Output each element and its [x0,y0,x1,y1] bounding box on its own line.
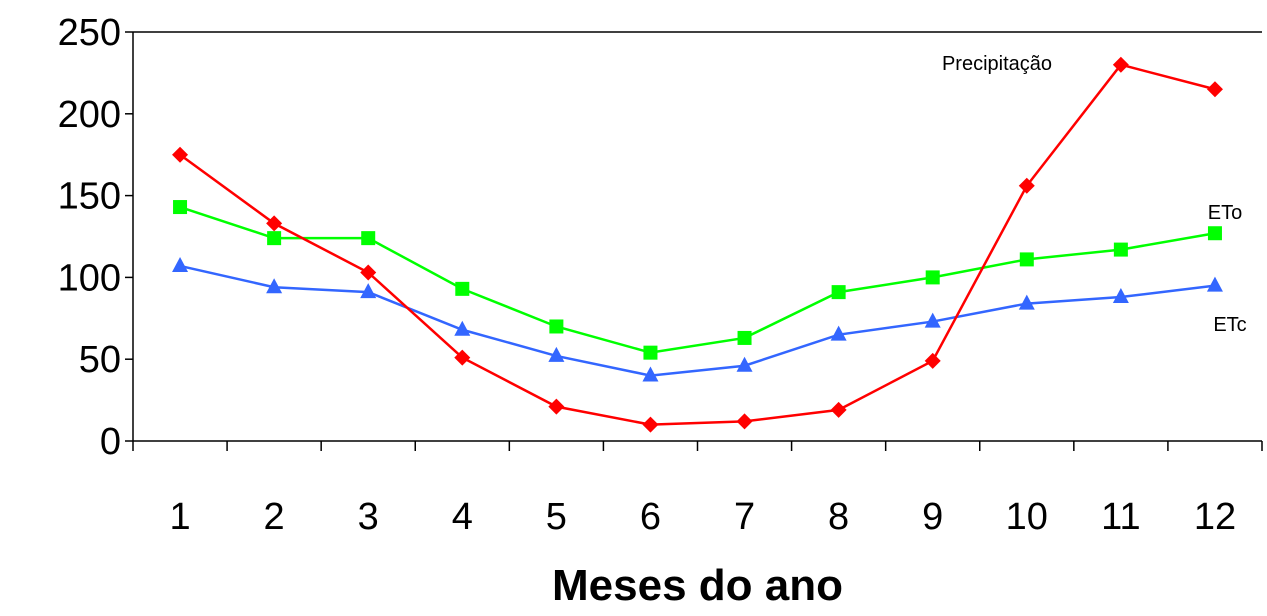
x-tick-label: 12 [1194,496,1236,538]
data-point [1019,252,1034,267]
data-point [1113,242,1128,257]
axes [132,31,1262,442]
x-tick-label: 8 [828,496,849,538]
data-point [172,256,189,272]
series-layer [172,56,1223,433]
data-point [1112,56,1129,73]
data-point [642,416,659,433]
series-etc [172,256,1223,382]
series-line [179,205,1216,354]
series-eto [173,200,1222,360]
data-point [549,319,564,334]
series-precipitacao [172,56,1223,433]
x-tick-label: 11 [1101,496,1140,538]
data-point [643,345,658,360]
data-point [1112,288,1129,304]
data-point [736,356,753,372]
data-point [361,231,376,246]
x-tick-label: 7 [734,496,755,538]
x-tick-label: 3 [358,496,379,538]
x-tick-label: 5 [546,496,567,538]
data-point [455,281,470,296]
data-point [1206,81,1223,98]
data-point [267,231,282,246]
x-tick-label: 9 [922,496,943,538]
data-point [266,278,283,294]
data-point [548,346,565,362]
labels-layer: Precipitação ETo ETc [942,53,1247,336]
data-point [360,283,377,299]
data-point [1206,276,1223,292]
x-tick-label: 6 [640,496,661,538]
data-point [924,352,941,369]
data-point [266,215,283,232]
data-point [831,285,846,300]
series-line [179,264,1216,377]
y-tick-label: 50 [79,339,121,381]
data-point [1207,226,1222,241]
data-point [360,264,377,281]
series-label: ETo [1208,202,1242,224]
series-label: ETc [1213,314,1246,336]
series-label: Precipitação [942,53,1052,75]
y-tick-label: 250 [58,12,121,54]
data-point [925,270,940,285]
x-axis-title: Meses do ano [552,561,843,610]
series-line [179,63,1216,426]
data-point [736,413,753,430]
x-tick-label: 2 [264,496,285,538]
x-tick-label: 10 [1006,496,1048,538]
data-point [830,325,847,341]
x-tick-label: 4 [452,496,473,538]
data-point [548,398,565,415]
data-point [454,349,471,366]
data-point [924,312,941,328]
y-tick-label: 200 [58,94,121,136]
data-point [1018,294,1035,310]
data-point [830,401,847,418]
data-point [737,330,752,345]
x-tick-label: 1 [169,496,190,538]
data-point [642,366,659,382]
data-point [172,146,189,163]
y-tick-label: 0 [100,421,121,463]
y-tick-label: 150 [58,176,121,218]
data-point [1018,177,1035,194]
data-point [454,320,471,336]
data-point [173,200,188,215]
y-tick-label: 100 [58,257,121,299]
